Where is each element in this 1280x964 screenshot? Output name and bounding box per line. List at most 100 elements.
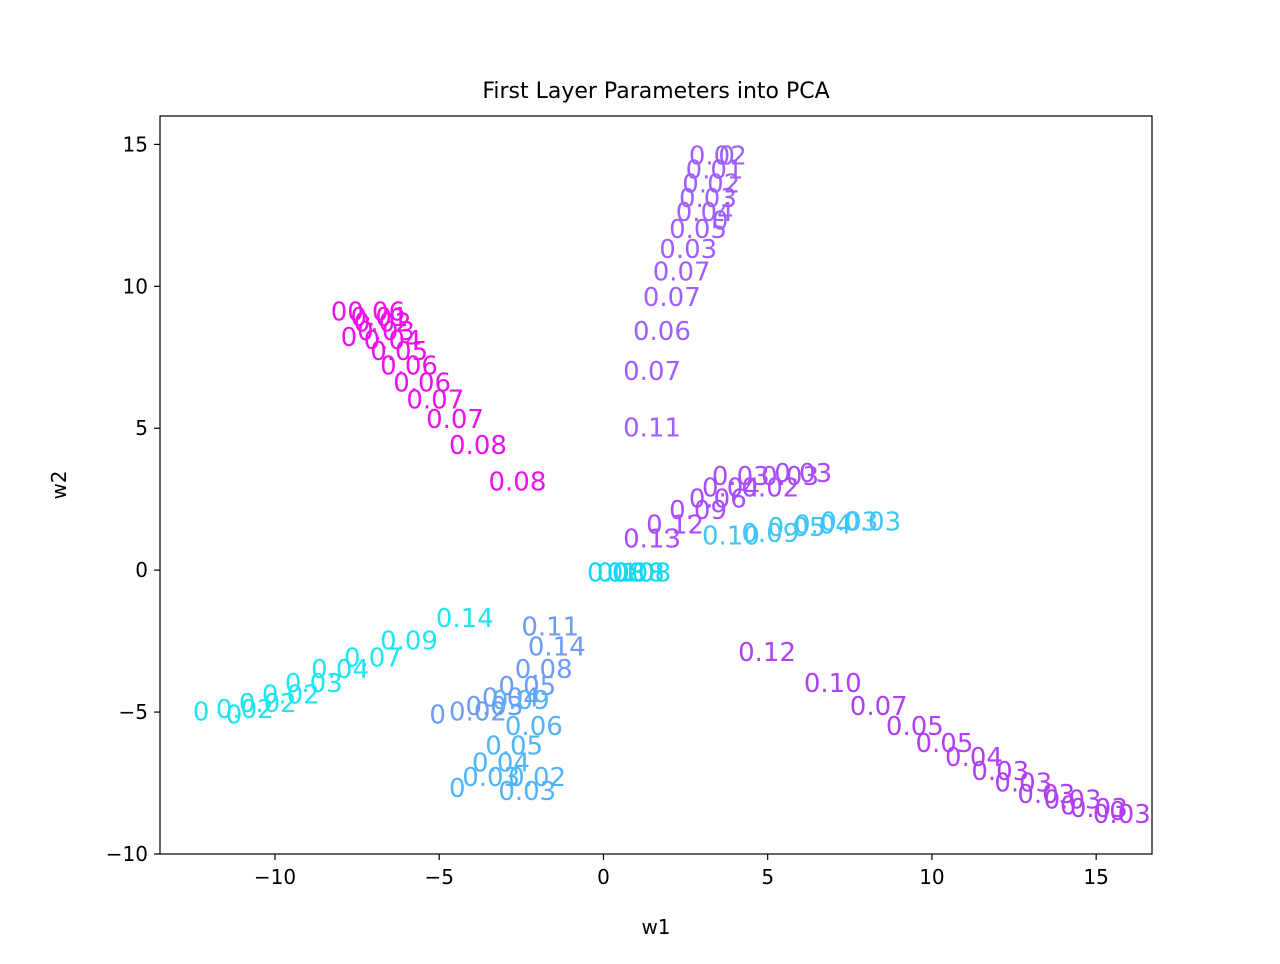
data-point-label: 0.08 (515, 655, 573, 685)
data-series: 0.110.070.060.070.070.030.050.040.030.02… (623, 141, 747, 443)
data-point-label: 0.06 (505, 712, 563, 742)
y-tick-label: −10 (106, 842, 148, 866)
data-point-label: 0.07 (426, 405, 484, 435)
data-point-label: 0.03 (761, 462, 819, 492)
data-point-label: 0.05 (768, 513, 826, 543)
data-point-label: 0.03 (712, 462, 770, 492)
data-point-label: 0.03 (774, 459, 832, 489)
data-point-label: 0 (226, 700, 243, 730)
data-point-label: 0.02 (239, 689, 297, 719)
data-point-label: 0.06 (380, 351, 438, 381)
data-point-label: 0.03 (1044, 786, 1102, 816)
data-point-label: 0.07 (623, 357, 681, 387)
data-point-label: 0 (429, 700, 446, 730)
data-point-label: 0 (1109, 797, 1126, 827)
data-point-label: 0.05 (370, 337, 428, 367)
data-point-label: 0.04 (311, 655, 369, 685)
data-point-label: 0.02 (682, 170, 740, 200)
y-tick-label: 10 (123, 274, 148, 298)
data-point-label: 0.05 (669, 215, 727, 245)
x-tick-label: 0 (597, 865, 610, 889)
axes-layer: −10 −5 0 5 10 15 −10 −5 0 5 10 15 (106, 132, 1109, 889)
data-point-label: 0.03 (820, 507, 878, 537)
data-point-label: 0.03 (498, 777, 556, 807)
data-series: 0.100.090.050.040.030.03 (702, 507, 901, 551)
data-point-label: 0.02 (216, 695, 274, 725)
data-point-label: 0.07 (653, 258, 711, 288)
data-point-label: 0.03 (462, 763, 520, 793)
data-series: 0.090.060.050.040.030 0.030.02 (449, 686, 566, 807)
data-point-label: 0.05 (485, 732, 543, 762)
x-tick-label: −10 (254, 865, 296, 889)
x-tick-label: 5 (761, 865, 774, 889)
y-axis-label: w2 (47, 470, 71, 499)
data-point-label: 0.03 (843, 507, 901, 537)
data-point-label: 0.04 (472, 749, 530, 779)
x-tick-label: 15 (1083, 865, 1108, 889)
data-series: 0.130.120.090.060.040.030.020.030.03 (623, 459, 832, 554)
data-point-label: 0.08 (607, 559, 665, 589)
x-tick-label: −5 (424, 865, 453, 889)
data-point-label: 0.02 (508, 763, 566, 793)
data-series: 0.080.100.080.08 (587, 559, 671, 589)
data-series: 0.140.090.070.040.030.020.020.020 0 (193, 604, 494, 731)
data-point-label: 0.03 (1017, 780, 1075, 810)
data-point-label: 0.09 (380, 627, 438, 657)
data-point-label: 0.12 (738, 638, 796, 668)
data-point-label: 0.06 (689, 485, 747, 515)
data-point-label: 0.10 (597, 559, 655, 589)
y-tick-label: 0 (135, 558, 148, 582)
data-point-label: 0 (193, 698, 210, 728)
data-point-label: 0.10 (702, 522, 760, 552)
plot-frame (159, 115, 1153, 855)
data-point-label: 0.08 (587, 559, 645, 589)
data-point-label: 0.04 (676, 198, 734, 228)
data-point-label: 0.07 (344, 644, 402, 674)
data-series: 0.080.080.070.070.060.060.050.040.030.02… (331, 297, 547, 497)
data-point-label: 0.04 (794, 510, 852, 540)
data-point-label: 0 (1060, 791, 1077, 821)
data-series: 0.110.140.080.050.040.030.020 (429, 612, 585, 730)
data-point-label: 0.03 (285, 669, 343, 699)
data-point-label: 0.09 (669, 496, 727, 526)
data-point-label: 0.03 (1070, 794, 1128, 824)
data-point-label: 0.01 (351, 303, 409, 333)
data-point-label: 0.04 (482, 683, 540, 713)
chart-title: First Layer Parameters into PCA (482, 79, 829, 104)
data-point-label: 0.13 (623, 524, 681, 554)
data-point-label: 0.02 (262, 681, 320, 711)
data-point-label: 0 (718, 141, 735, 171)
data-point-label: 0 (341, 323, 358, 353)
y-tick-label: −5 (119, 700, 148, 724)
data-point-label: 0.09 (741, 519, 799, 549)
y-tick-label: 15 (123, 132, 148, 156)
data-point-label: 0.03 (465, 692, 523, 722)
data-point-label: 0.02 (741, 473, 799, 503)
data-point-label: 0 (712, 207, 729, 237)
data-point-label: 0.04 (702, 473, 760, 503)
data-point-label: 0.14 (436, 604, 494, 634)
data-point-label: 0.06 (347, 297, 405, 327)
data-point-label: 0.07 (406, 385, 464, 415)
data-point-label: 0.04 (364, 326, 422, 356)
data-point-label: 0.11 (521, 612, 579, 642)
data-point-label: 0.10 (804, 669, 862, 699)
data-point-label: 0.07 (850, 692, 908, 722)
data-point-label: 0.02 (449, 698, 507, 728)
data-point-label: 0.03 (357, 317, 415, 347)
data-point-label: 0 (331, 297, 348, 327)
data-point-label: 0.14 (528, 632, 586, 662)
data-point-label: 0.05 (886, 712, 944, 742)
points-layer: 0.080.080.070.070.060.060.050.040.030.02… (193, 141, 1151, 830)
data-point-label: 0.02 (689, 141, 747, 171)
data-point-label: 0.03 (659, 235, 717, 265)
data-point-label: 0 (449, 774, 466, 804)
data-point-label: 0.08 (449, 431, 507, 461)
data-point-label: 0.03 (679, 184, 737, 214)
data-point-label: 0.12 (646, 510, 704, 540)
data-point-label: 0.04 (945, 743, 1003, 773)
data-point-label: 0.03 (971, 757, 1029, 787)
data-point-label: 0.07 (643, 283, 701, 313)
